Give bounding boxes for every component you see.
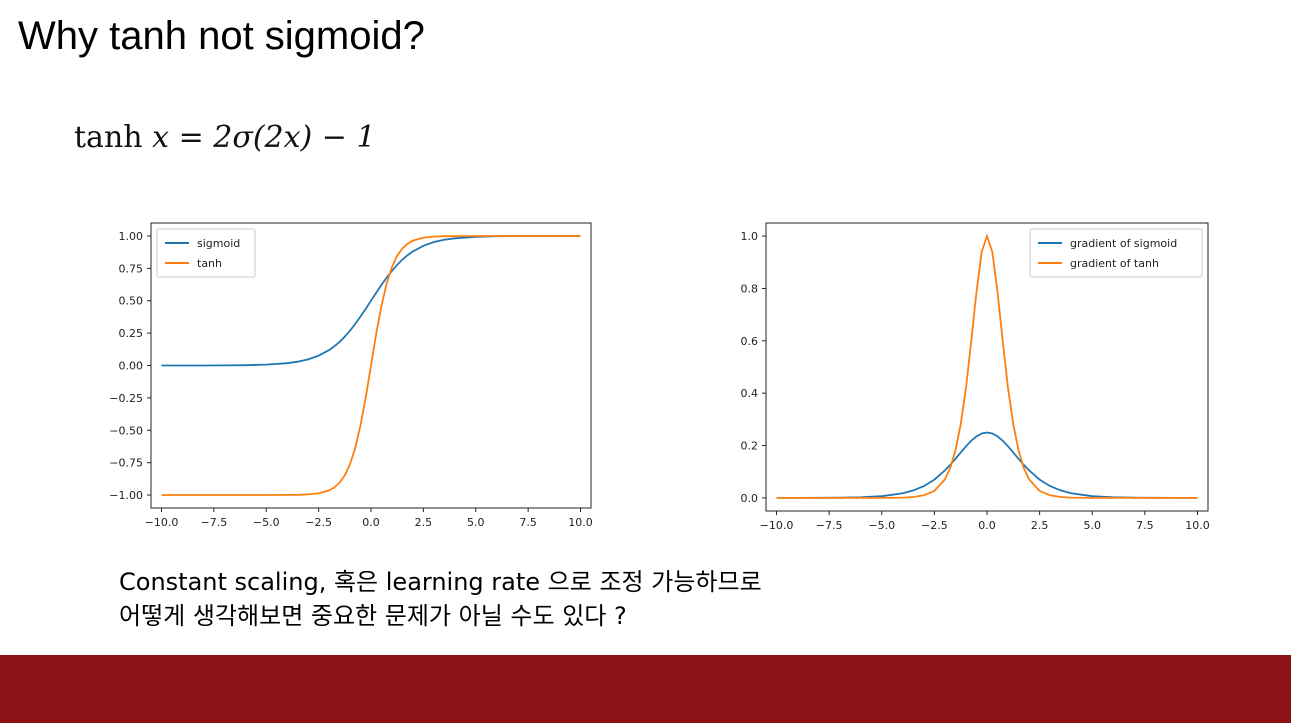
x-tick-label: −5.0	[253, 516, 280, 529]
legend-label: gradient of tanh	[1070, 257, 1159, 270]
x-tick-label: −7.5	[200, 516, 227, 529]
y-tick-label: −0.50	[109, 424, 143, 437]
legend-label: gradient of sigmoid	[1070, 237, 1177, 250]
x-tick-label: 5.0	[467, 516, 485, 529]
gradient-chart: −10.0 −7.5 −5.0 −2.5 0.0 2.5 5.0 7.5 10.0 1.0 0.8 0…	[741, 222, 1210, 532]
x-tick-label: 7.5	[519, 516, 537, 529]
y-tick-label: −0.75	[109, 457, 143, 470]
caption-line-2: 어떻게 생각해보면 중요한 문제가 아닐 수도 있다 ?	[119, 602, 627, 630]
y-tick-label: 0.0	[741, 492, 759, 505]
x-tick-label: 0.0	[362, 516, 380, 529]
x-tick-label: −2.5	[921, 519, 948, 532]
y-tick-label: 0.25	[119, 327, 144, 340]
y-tick-label: 0.8	[741, 282, 759, 295]
series-line-tanh	[161, 235, 581, 496]
y-tick-label: −0.25	[109, 392, 143, 405]
x-tick-label: −7.5	[816, 519, 843, 532]
x-tick-label: −2.5	[305, 516, 332, 529]
x-tick-label: 10.0	[568, 516, 593, 529]
x-tick-label: 2.5	[1031, 519, 1049, 532]
x-tick-label: −10.0	[145, 516, 179, 529]
series-line-gradient-of-sigmoid	[776, 431, 1198, 499]
y-tick-label: 1.0	[741, 230, 759, 243]
sigmoid-tanh-chart: −10.0 −7.5 −5.0 −2.5 0.0 2.5 5.0 7.5 10.0 1.00 0.7…	[109, 222, 593, 529]
footer-bar	[0, 655, 1291, 723]
caption: Constant scaling, 혹은 learning rate 으로 조정…	[119, 565, 762, 633]
formula-rhs: = 2σ(2x) − 1	[178, 120, 376, 155]
series-line-gradient-of-tanh	[776, 233, 1198, 499]
legend-label: tanh	[197, 257, 222, 270]
series-line-sigmoid	[161, 235, 581, 367]
caption-line-1: Constant scaling, 혹은 learning rate 으로 조정…	[119, 568, 762, 596]
y-tick-label: 0.75	[119, 262, 144, 275]
x-tick-label: 7.5	[1136, 519, 1154, 532]
y-tick-label: −1.00	[109, 489, 143, 502]
x-tick-label: 10.0	[1185, 519, 1210, 532]
y-tick-label: 1.00	[119, 230, 144, 243]
slide-title: Why tanh not sigmoid?	[18, 14, 425, 58]
legend: gradient of sigmoid gradient of tanh	[1029, 228, 1203, 278]
legend-box	[156, 228, 256, 278]
y-tick-label: 0.6	[741, 335, 759, 348]
x-tick-label: −5.0	[868, 519, 895, 532]
legend-label: sigmoid	[197, 237, 240, 250]
legend-box	[1029, 228, 1203, 278]
x-tick-label: 0.0	[978, 519, 996, 532]
x-tick-label: 2.5	[415, 516, 433, 529]
x-tick-label: 5.0	[1083, 519, 1101, 532]
legend: sigmoid tanh	[156, 228, 256, 278]
formula-function: tanh	[74, 120, 143, 155]
tanh-formula: tanh x = 2σ(2x) − 1	[74, 120, 376, 155]
y-tick-label: 0.4	[741, 387, 759, 400]
y-tick-label: 0.2	[741, 440, 759, 453]
formula-variable: x	[152, 120, 170, 155]
x-tick-label: −10.0	[760, 519, 794, 532]
y-tick-label: 0.50	[119, 295, 144, 308]
y-tick-label: 0.00	[119, 360, 144, 373]
